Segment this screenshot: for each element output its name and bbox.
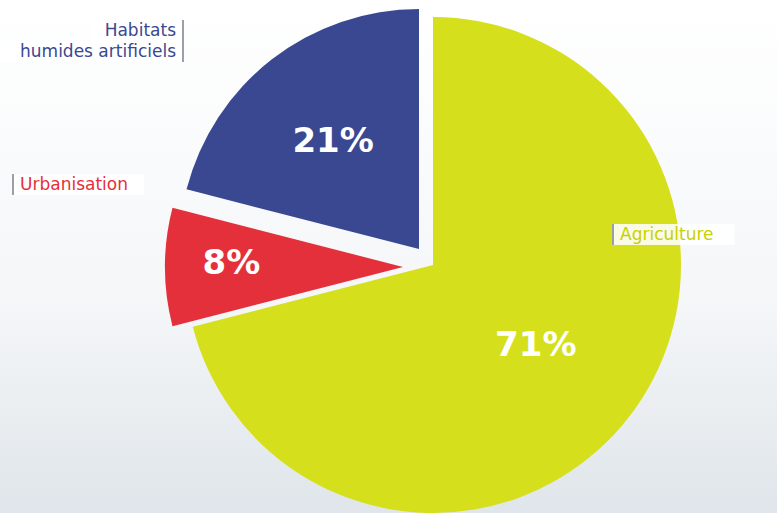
svg-text:Agriculture: Agriculture — [620, 224, 714, 244]
svg-text:Habitats: Habitats — [105, 20, 176, 40]
svg-text:humides artificiels: humides artificiels — [20, 41, 176, 61]
svg-text:21%: 21% — [292, 120, 373, 160]
svg-text:71%: 71% — [495, 324, 576, 364]
svg-text:Urbanisation: Urbanisation — [20, 174, 128, 194]
svg-text:8%: 8% — [203, 242, 261, 282]
